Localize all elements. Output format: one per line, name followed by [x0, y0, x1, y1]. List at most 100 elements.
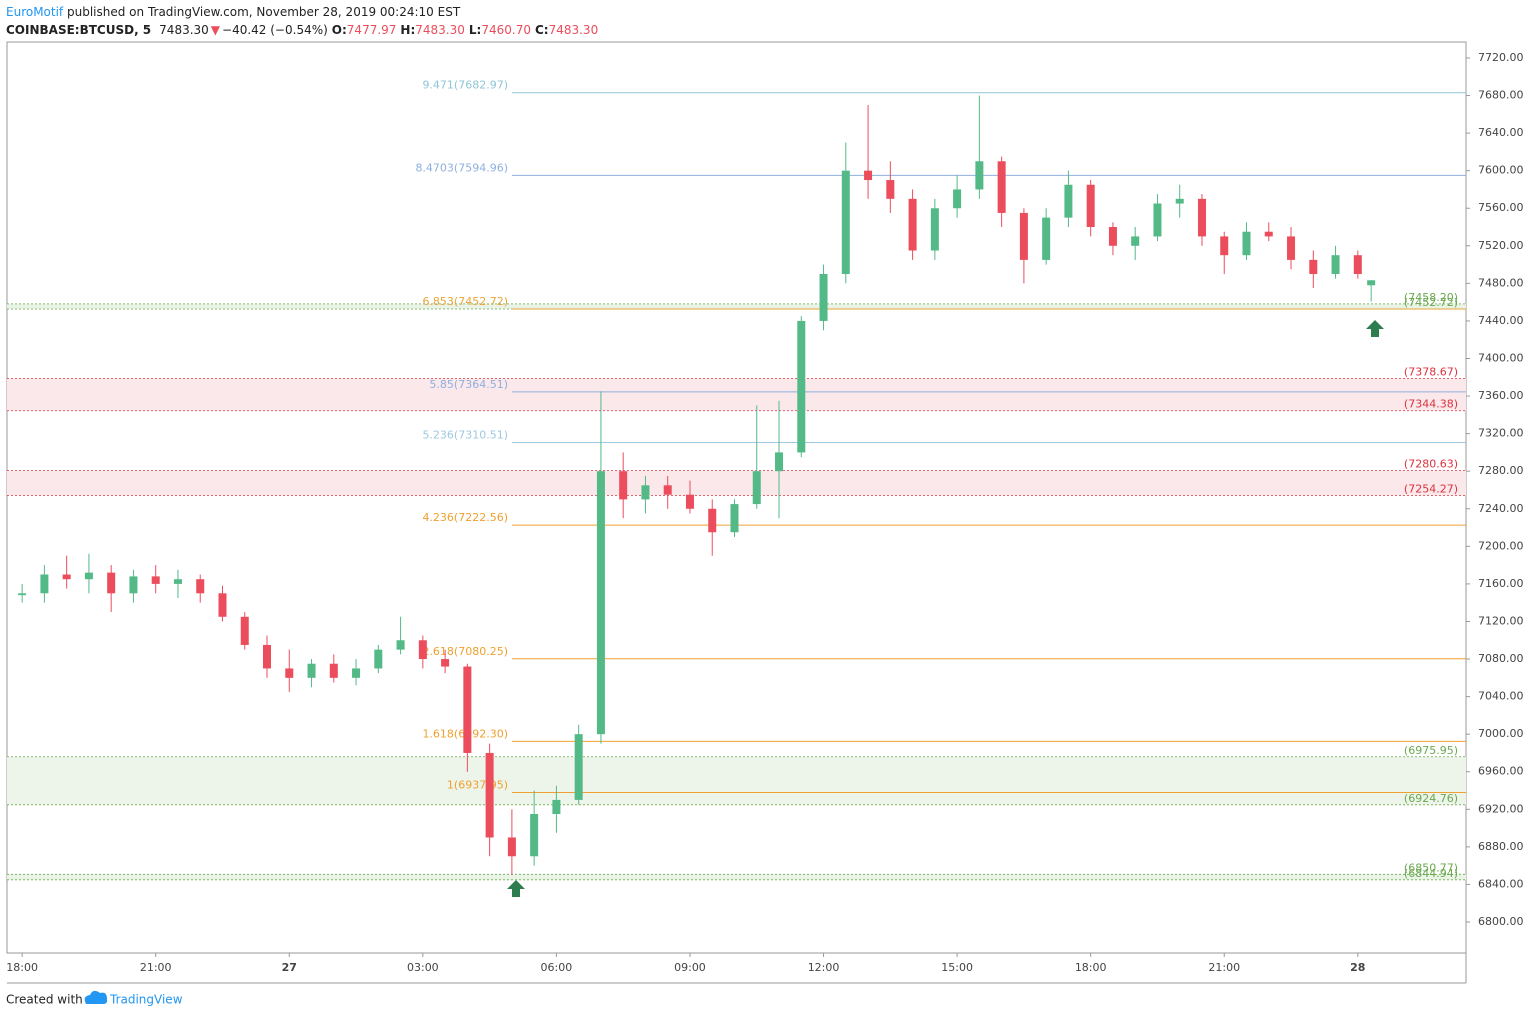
plot-layer: (7458.20)(7452.72) (7378.67) (7344.38) (728…: [6, 51, 1523, 974]
fib-label: 6.853(7452.72): [422, 295, 508, 308]
zone-bottom-label: (7344.38): [1404, 398, 1458, 411]
candle-body: [663, 485, 672, 495]
candle-body: [530, 814, 539, 857]
candle-body: [1086, 184, 1095, 228]
y-tick-label: 7360.00: [1478, 389, 1524, 402]
y-tick-label: 7240.00: [1478, 502, 1524, 515]
y-tick-label: 7280.00: [1478, 464, 1524, 477]
change: −40.42 (−0.54%): [222, 23, 328, 37]
candle-body: [240, 616, 249, 645]
y-tick-label: 7040.00: [1478, 690, 1524, 703]
x-tick-label: 06:00: [541, 961, 573, 974]
candle-body: [574, 734, 583, 800]
candle-body: [285, 668, 294, 678]
published: published on TradingView.com, November 2…: [67, 5, 461, 19]
y-tick-label: 7520.00: [1478, 239, 1524, 252]
candle-body: [40, 574, 49, 594]
candle-body: [1331, 255, 1340, 274]
candle-body: [975, 161, 984, 190]
candle-body: [441, 659, 450, 667]
candle-body: [463, 666, 472, 753]
candle-body: [196, 579, 205, 594]
candle-body: [151, 576, 160, 584]
fib-label: 5.85(7364.51): [429, 378, 508, 391]
h-value: 7483.30: [415, 23, 465, 37]
candle-body: [685, 494, 694, 509]
fib-label: 9.471(7682.97): [422, 79, 508, 92]
fib-label: 2.618(7080.25): [422, 645, 508, 658]
zone-top-label: (6850.77): [1404, 861, 1458, 874]
c-value: 7483.30: [549, 23, 599, 37]
candle-body: [263, 644, 272, 669]
y-tick-label: 7400.00: [1478, 352, 1524, 365]
candle-body: [1353, 255, 1362, 274]
candle-body: [1064, 184, 1073, 218]
fib-label: 4.236(7222.56): [422, 511, 508, 524]
y-tick-label: 6960.00: [1478, 765, 1524, 778]
candle-body: [374, 649, 383, 669]
zone-bottom-label: (6924.76): [1404, 792, 1458, 805]
y-tick-label: 6880.00: [1478, 840, 1524, 853]
candle-body: [1287, 236, 1296, 260]
candle-body: [886, 180, 895, 199]
candle-body: [908, 198, 917, 251]
zone-bottom-label: (6844.94): [1404, 867, 1458, 880]
zone: [7, 874, 1466, 880]
candle-body: [708, 508, 717, 533]
candle-body: [107, 572, 116, 594]
footer-brand[interactable]: TradingView: [109, 993, 183, 1007]
last-price: 7483.30: [159, 23, 209, 37]
zone: [7, 303, 1466, 309]
symbol: COINBASE:BTCUSD, 5: [6, 23, 151, 37]
x-tick-label: 27: [282, 961, 297, 974]
candle-body: [352, 668, 361, 678]
y-tick-label: 6840.00: [1478, 877, 1524, 890]
y-tick-label: 7320.00: [1478, 427, 1524, 440]
author[interactable]: EuroMotif: [6, 5, 64, 19]
candle-body: [1220, 236, 1229, 256]
x-tick-label: 15:00: [941, 961, 973, 974]
candle-body: [953, 189, 962, 209]
y-tick-label: 7640.00: [1478, 126, 1524, 139]
candle-body: [841, 170, 850, 274]
candle-body: [819, 273, 828, 321]
x-tick-label: 21:00: [140, 961, 172, 974]
candle-body: [485, 752, 494, 838]
y-tick-label: 7000.00: [1478, 727, 1524, 740]
arrow-up: [507, 880, 525, 897]
header-line-1: EuroMotif published on TradingView.com, …: [6, 5, 461, 19]
arrow-up: [1366, 320, 1384, 337]
o-label: O:: [332, 23, 347, 37]
y-tick-label: 7600.00: [1478, 164, 1524, 177]
candle-body: [84, 572, 93, 580]
x-tick-label: 18:00: [1075, 961, 1107, 974]
o-value: 7477.97: [347, 23, 397, 37]
x-tick-label: 28: [1350, 961, 1365, 974]
candle-body: [752, 471, 761, 505]
l-value: 7460.70: [481, 23, 531, 37]
candle-body: [62, 574, 71, 580]
candle-body: [307, 663, 316, 678]
candle-body: [418, 640, 427, 660]
down-triangle: ▼: [211, 23, 221, 37]
zone-bottom-label: (7452.72): [1404, 296, 1458, 309]
y-tick-label: 7560.00: [1478, 201, 1524, 214]
zone: [7, 470, 1466, 496]
candle-body: [329, 663, 338, 678]
zone: [7, 378, 1466, 411]
candle-body: [596, 471, 605, 735]
candle-body: [1175, 198, 1184, 204]
zone-top-label: (7458.20): [1404, 291, 1458, 304]
candle-body: [775, 452, 784, 472]
candle-body: [930, 208, 939, 251]
fib-label: 5.236(7310.51): [422, 429, 508, 442]
candle-body: [1309, 259, 1318, 274]
candle-body: [507, 837, 516, 857]
x-tick-label: 09:00: [674, 961, 706, 974]
candle-body: [1264, 231, 1273, 237]
fib-label: 8.4703(7594.96): [415, 161, 508, 174]
zone: [7, 756, 1466, 805]
candle-body: [1242, 231, 1251, 256]
